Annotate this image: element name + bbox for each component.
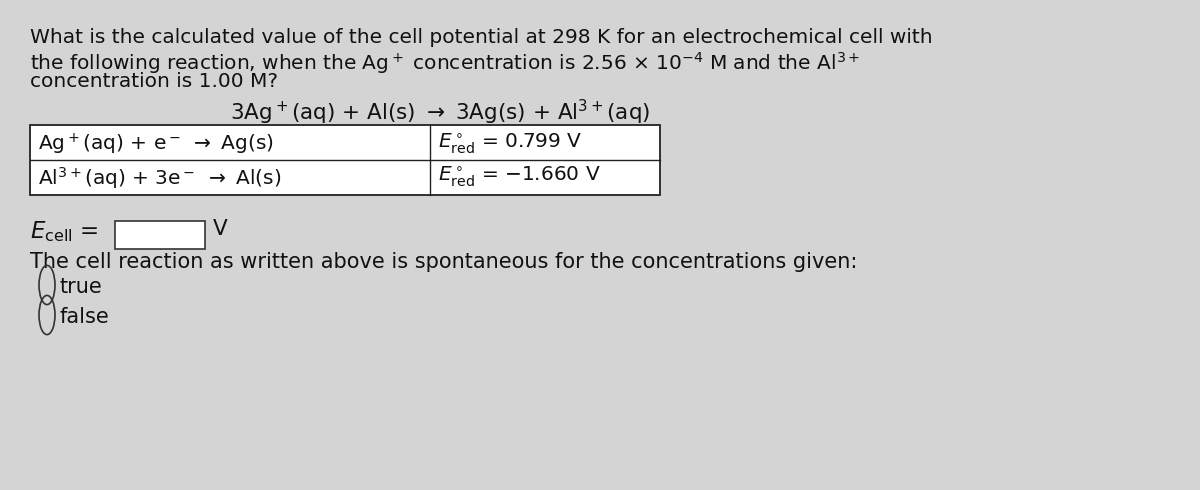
Text: Al$^{3+}$(aq) + 3e$^-$ $\rightarrow$ Al(s): Al$^{3+}$(aq) + 3e$^-$ $\rightarrow$ Al(… bbox=[38, 165, 281, 191]
Text: What is the calculated value of the cell potential at 298 K for an electrochemic: What is the calculated value of the cell… bbox=[30, 28, 932, 47]
Text: 3Ag$^+$(aq) + Al(s) $\rightarrow$ 3Ag(s) + Al$^{3+}$(aq): 3Ag$^+$(aq) + Al(s) $\rightarrow$ 3Ag(s)… bbox=[230, 98, 650, 127]
Text: concentration is 1.00 M?: concentration is 1.00 M? bbox=[30, 72, 278, 91]
Text: true: true bbox=[60, 277, 103, 297]
Bar bbox=[115, 221, 205, 249]
Text: $E_{\mathrm{cell}}$ =: $E_{\mathrm{cell}}$ = bbox=[30, 219, 98, 244]
Text: the following reaction, when the Ag$^+$ concentration is 2.56 $\times$ 10$^{-4}$: the following reaction, when the Ag$^+$ … bbox=[30, 50, 860, 76]
Bar bbox=[30, 125, 660, 195]
Text: V: V bbox=[214, 219, 228, 239]
Text: false: false bbox=[60, 307, 109, 327]
Text: The cell reaction as written above is spontaneous for the concentrations given:: The cell reaction as written above is sp… bbox=[30, 252, 857, 272]
Text: Ag$^+$(aq) + e$^-$ $\rightarrow$ Ag(s): Ag$^+$(aq) + e$^-$ $\rightarrow$ Ag(s) bbox=[38, 132, 274, 157]
Text: $E^\circ_{\mathrm{red}}$ = 0.799 V: $E^\circ_{\mathrm{red}}$ = 0.799 V bbox=[438, 132, 582, 156]
Text: $E^\circ_{\mathrm{red}}$ = $-$1.660 V: $E^\circ_{\mathrm{red}}$ = $-$1.660 V bbox=[438, 165, 601, 189]
